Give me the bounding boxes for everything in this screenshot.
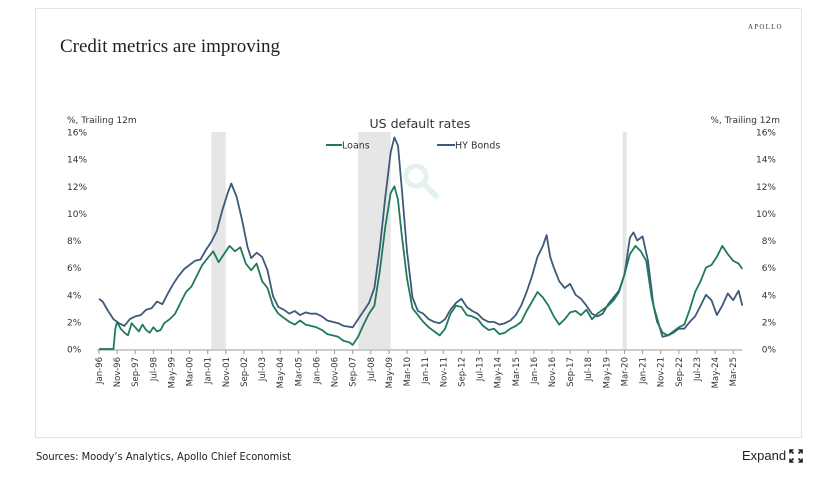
expand-button[interactable]: Expand — [742, 448, 803, 463]
expand-label: Expand — [742, 448, 787, 463]
x-tick-label: Jan-06 — [312, 357, 322, 385]
x-tick-label: Jul-98 — [149, 357, 159, 382]
x-tick-label: Jul-03 — [258, 357, 268, 382]
x-tick-label: Sep-17 — [566, 357, 576, 387]
series-lines — [98, 136, 744, 350]
y-tick-right: 10% — [756, 210, 776, 220]
expand-arrows-icon — [789, 448, 803, 463]
x-tick-label: Mar-25 — [729, 357, 739, 386]
right-axis-label: %, Trailing 12m — [710, 116, 780, 126]
x-tick-label: May-14 — [494, 357, 504, 388]
x-tick-label: May-09 — [385, 357, 395, 388]
y-axis-left: 0% 2% 4% 6% 8% 10% 12% 14% 16% — [67, 129, 87, 356]
x-tick-label: Sep-07 — [349, 357, 359, 387]
y-tick-right: 12% — [756, 183, 776, 193]
x-tick-label: Nov-06 — [331, 357, 341, 387]
y-axis-right: 0% 2% 4% 6% 8% 10% 12% 14% 16% — [756, 129, 776, 356]
y-tick-right: 16% — [756, 129, 776, 139]
legend-label-hy-bonds: HY Bonds — [455, 141, 500, 152]
magnifier-icon — [403, 163, 439, 199]
x-tick-label: Jan-21 — [639, 357, 649, 385]
x-tick-label: Nov-01 — [222, 357, 232, 387]
sources-note: Sources: Moody’s Analytics, Apollo Chief… — [36, 450, 291, 463]
x-tick-label: Jan-11 — [421, 357, 431, 385]
x-tick-label: May-24 — [711, 357, 721, 388]
slide-title: Credit metrics are improving — [60, 36, 281, 57]
x-tick-label: Mar-05 — [294, 357, 304, 386]
x-tick-label: May-04 — [276, 357, 286, 388]
y-tick-right: 0% — [762, 346, 777, 356]
x-tick-label: Sep-02 — [240, 357, 250, 387]
x-tick-label: Jan-96 — [95, 357, 105, 385]
x-tick-label: Sep-97 — [131, 357, 141, 387]
recession-band — [622, 132, 627, 349]
x-tick-label: Jan-01 — [204, 357, 214, 385]
recession-bands — [211, 132, 627, 349]
y-tick-left: 14% — [67, 156, 87, 166]
x-tick-label: Jan-16 — [530, 357, 540, 385]
x-tick-label: Nov-96 — [113, 357, 123, 387]
x-tick-label: Jul-23 — [693, 357, 703, 382]
x-tick-label: Mar-10 — [403, 357, 413, 386]
y-tick-left: 16% — [67, 129, 87, 139]
x-tick-label: Sep-22 — [675, 357, 685, 387]
y-tick-right: 6% — [762, 264, 777, 274]
left-axis-label: %, Trailing 12m — [67, 116, 137, 126]
y-tick-right: 2% — [762, 318, 777, 328]
x-tick-label: Nov-16 — [548, 357, 558, 387]
y-tick-left: 6% — [67, 264, 82, 274]
x-tick-label: Nov-21 — [657, 357, 667, 387]
y-tick-right: 14% — [756, 156, 776, 166]
y-tick-left: 12% — [67, 183, 87, 193]
x-tick-label: Mar-00 — [186, 357, 196, 386]
x-tick-label: Jul-08 — [367, 357, 377, 382]
y-tick-left: 10% — [67, 210, 87, 220]
x-tick-label: May-99 — [167, 357, 177, 388]
x-tick-label: Mar-20 — [620, 357, 630, 386]
recession-band — [358, 132, 391, 349]
legend-label-loans: Loans — [342, 141, 370, 152]
x-tick-label: Jul-13 — [476, 357, 486, 382]
chart-card — [35, 8, 802, 438]
x-tick-label: Jul-18 — [584, 357, 594, 382]
x-tick-label: May-19 — [602, 357, 612, 388]
legend: Loans HY Bonds — [326, 141, 500, 152]
chart-title: US default rates — [370, 116, 471, 131]
recession-band — [211, 132, 226, 349]
y-tick-left: 2% — [67, 318, 82, 328]
x-tick-label: Mar-15 — [512, 357, 522, 386]
y-tick-right: 8% — [762, 237, 777, 247]
series-line-loans — [99, 185, 744, 350]
x-tick-label: Nov-11 — [439, 357, 449, 387]
y-tick-left: 8% — [67, 237, 82, 247]
x-axis: Jan-96 Nov-96 Sep-97 Jul-98 May-99 Mar-00 Jan-… — [95, 349, 743, 388]
brand-logo: APOLLO — [748, 23, 783, 31]
y-tick-left: 4% — [67, 291, 82, 301]
y-tick-right: 4% — [762, 291, 777, 301]
x-tick-label: Sep-12 — [457, 357, 467, 387]
y-tick-left: 0% — [67, 346, 82, 356]
series-line-hy-bonds — [98, 136, 744, 338]
